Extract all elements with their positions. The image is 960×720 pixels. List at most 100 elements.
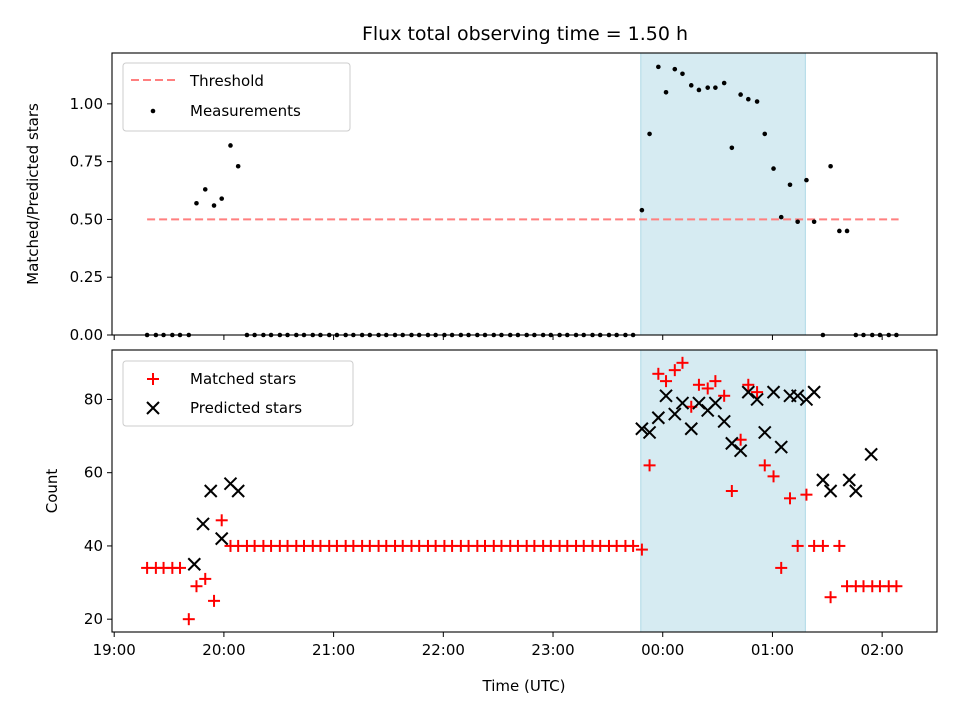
measurement-point <box>811 219 817 225</box>
matched-star-point <box>215 514 228 527</box>
predicted-star-point <box>823 484 838 498</box>
matched-star-point <box>833 539 846 552</box>
predicted-star-point <box>842 473 856 487</box>
matched-star-point <box>709 375 722 388</box>
predicted-star-point <box>774 440 788 454</box>
predicted-star-point <box>816 473 830 487</box>
top-y-tick-label: 1.00 <box>70 95 103 113</box>
measurement-point <box>771 166 776 171</box>
legend-predicted-label: Predicted stars <box>190 399 302 417</box>
x-tick-label: 21:00 <box>312 641 355 659</box>
top-y-axis-label: Matched/Predicted stars <box>24 103 42 285</box>
legend-matched-label: Matched stars <box>190 370 296 388</box>
legend-matched-swatch <box>147 373 159 385</box>
matched-star-point <box>767 470 780 483</box>
matched-star-point <box>751 386 764 399</box>
matched-star-point <box>676 356 689 369</box>
top-axes-frame <box>111 52 938 336</box>
x-tick-label: 00:00 <box>641 641 684 659</box>
predicted-star-point <box>642 425 657 440</box>
predicted-star-point <box>675 396 690 410</box>
measurement-point <box>729 145 735 151</box>
predicted-stars-points <box>187 385 878 571</box>
measurement-point <box>656 64 661 70</box>
predicted-star-point <box>684 422 698 436</box>
top-y-tick-label: 0.00 <box>70 326 103 344</box>
top-x-ticks <box>113 335 883 340</box>
measurement-point <box>202 187 208 192</box>
matched-star-point <box>692 378 705 391</box>
x-tick-label: 02:00 <box>861 641 904 659</box>
measurement-point <box>738 92 743 97</box>
matched-star-point <box>775 561 788 574</box>
measurement-point <box>844 228 850 234</box>
measurement-point <box>713 85 718 90</box>
top-legend: Threshold Measurements <box>122 62 351 132</box>
predicted-star-point <box>215 531 229 546</box>
measurement-point <box>804 177 809 183</box>
matched-star-point <box>758 459 771 472</box>
matched-star-point <box>199 572 212 585</box>
bottom-y-tick-label: 80 <box>84 390 103 408</box>
predicted-star-point <box>659 389 673 403</box>
bottom-x-ticks: 19:00 20:00 21:00 22:00 23:00 00:00 01:00 02:00 <box>93 632 904 659</box>
measurement-point <box>639 207 645 213</box>
top-y-ticks: 0.00 0.25 0.50 0.75 1.00 <box>70 95 112 344</box>
legend-predicted-swatch <box>146 401 160 415</box>
matched-star-point <box>635 543 648 556</box>
predicted-star-point <box>807 385 821 399</box>
measurement-point <box>746 96 751 102</box>
bottom-y-tick-label: 20 <box>84 610 103 628</box>
top-axes: 0.00 0.25 0.50 0.75 1.00 Matched/Predicted s… <box>24 52 938 344</box>
bottom-axes-frame <box>111 349 938 633</box>
bottom-highlight-span <box>640 349 806 633</box>
matched-star-point <box>668 364 681 377</box>
matched-star-point <box>816 539 829 552</box>
predicted-star-point <box>692 396 706 410</box>
predicted-star-point <box>717 414 731 429</box>
predicted-star-point <box>758 425 772 440</box>
x-tick-label: 20:00 <box>202 641 245 659</box>
bottom-y-tick-label: 40 <box>84 537 103 555</box>
measurement-point <box>219 196 225 201</box>
bottom-y-axis-label: Count <box>43 469 61 514</box>
matched-star-point <box>742 378 755 391</box>
predicted-star-point <box>864 447 878 462</box>
top-y-tick-label: 0.75 <box>70 153 103 171</box>
bottom-axes: 20 40 60 80 19:00 20:00 21:00 22:00 23:00 00:00 0… <box>43 349 938 695</box>
matched-star-point <box>174 561 187 574</box>
predicted-star-point <box>668 407 682 421</box>
measurement-point <box>696 87 702 93</box>
predicted-star-point <box>741 385 756 399</box>
matched-star-point <box>725 485 738 497</box>
matched-star-point <box>718 389 731 402</box>
measurement-point <box>787 182 793 188</box>
measurement-point <box>194 200 199 206</box>
predicted-star-point <box>750 392 764 407</box>
matched-star-point <box>660 375 673 388</box>
bottom-legend: Matched stars Predicted stars <box>122 360 354 427</box>
measurement-point <box>235 163 241 169</box>
measurement-point <box>705 85 711 90</box>
matched-star-point <box>791 539 804 552</box>
matched-star-point <box>643 459 656 472</box>
bottom-legend-box <box>122 360 354 427</box>
measurement-point <box>663 89 669 95</box>
legend-measurements-label: Measurements <box>190 102 301 120</box>
predicted-star-point <box>231 484 245 498</box>
measurement-point <box>688 83 694 88</box>
matched-star-point <box>182 613 195 626</box>
matched-star-point <box>190 580 203 593</box>
measurement-point <box>672 66 678 72</box>
measurement-point <box>721 80 727 86</box>
measurement-point <box>762 131 768 137</box>
matched-star-point <box>783 492 796 505</box>
matched-star-point <box>627 539 640 552</box>
predicted-star-point <box>196 517 210 531</box>
predicted-star-point <box>204 484 218 498</box>
bottom-y-ticks: 20 40 60 80 <box>84 390 112 628</box>
top-y-tick-label: 0.25 <box>70 268 103 286</box>
predicted-star-point <box>708 396 723 410</box>
matched-star-point <box>800 488 813 501</box>
